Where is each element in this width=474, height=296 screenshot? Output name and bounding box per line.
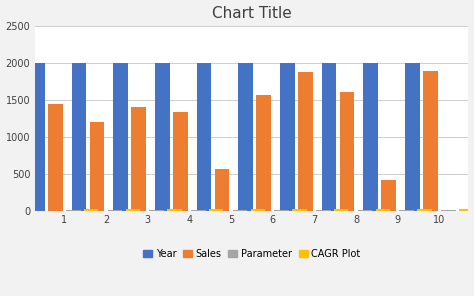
Bar	[209, 209, 223, 211]
Bar	[149, 210, 164, 211]
Bar	[298, 72, 313, 211]
Legend: Year, Sales, Parameter, CAGR Plot: Year, Sales, Parameter, CAGR Plot	[139, 245, 365, 263]
Bar	[173, 112, 188, 211]
Bar	[155, 63, 170, 211]
Bar	[72, 63, 86, 211]
Bar	[459, 209, 474, 211]
Bar	[280, 63, 295, 211]
Bar	[441, 210, 456, 211]
Bar	[417, 209, 432, 211]
Bar	[126, 209, 140, 211]
Bar	[233, 210, 247, 211]
Bar	[405, 63, 419, 211]
Bar	[108, 210, 122, 211]
Bar	[66, 210, 81, 211]
Bar	[215, 168, 229, 211]
Bar	[48, 104, 63, 211]
Bar	[238, 63, 253, 211]
Bar	[382, 180, 396, 211]
Bar	[357, 210, 372, 211]
Bar	[322, 63, 337, 211]
Bar	[316, 210, 330, 211]
Bar	[292, 209, 307, 211]
Bar	[251, 209, 265, 211]
Bar	[191, 210, 206, 211]
Bar	[113, 63, 128, 211]
Bar	[399, 210, 414, 211]
Title: Chart Title: Chart Title	[212, 6, 292, 20]
Bar	[90, 122, 104, 211]
Bar	[423, 71, 438, 211]
Bar	[131, 107, 146, 211]
Bar	[340, 92, 354, 211]
Bar	[197, 63, 211, 211]
Bar	[30, 63, 45, 211]
Bar	[334, 209, 348, 211]
Bar	[274, 210, 289, 211]
Bar	[167, 209, 182, 211]
Bar	[84, 209, 99, 211]
Bar	[256, 95, 271, 211]
Bar	[375, 209, 390, 211]
Bar	[364, 63, 378, 211]
